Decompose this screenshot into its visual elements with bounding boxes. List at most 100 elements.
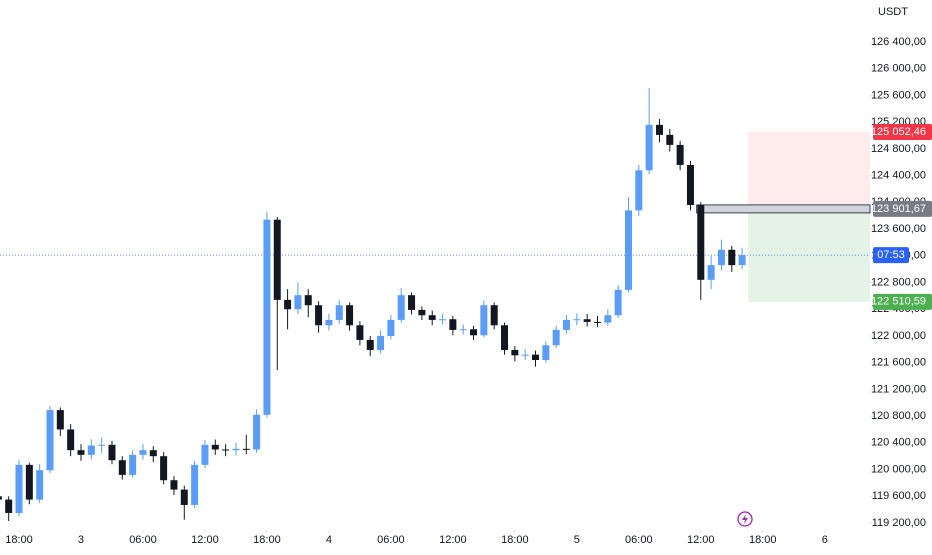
candle-body — [439, 319, 447, 321]
candle-body — [191, 464, 199, 505]
y-tick-label: 121 600,00 — [871, 357, 926, 369]
candle-body — [614, 289, 622, 316]
candle-body — [56, 410, 64, 430]
candle-body — [304, 295, 312, 306]
candle-body — [294, 295, 302, 310]
candle-body — [284, 299, 292, 310]
candle-body — [738, 255, 746, 266]
candle-body — [655, 124, 663, 135]
y-tick-label: 124 800,00 — [871, 143, 926, 155]
candle-body — [408, 295, 416, 310]
candle-body — [521, 354, 529, 356]
x-tick-label: 12:00 — [687, 534, 715, 546]
candle-body — [98, 444, 106, 446]
candle-body — [573, 319, 581, 321]
candle-body — [501, 325, 509, 350]
candle-body — [25, 464, 33, 500]
candle-body — [222, 449, 230, 451]
price-badge-label: 125 052,46 — [871, 126, 926, 138]
candle-body — [707, 265, 715, 280]
candle-body — [242, 448, 250, 450]
candle-body — [273, 219, 281, 300]
candle-body — [129, 454, 137, 475]
y-tick-label: 125 600,00 — [871, 89, 926, 101]
candle-body — [635, 170, 643, 211]
candle-body — [676, 144, 684, 165]
countdown-badge — [873, 247, 909, 264]
y-tick-label: 126 400,00 — [871, 36, 926, 48]
y-tick-label: 119 600,00 — [872, 490, 926, 502]
candle-body — [180, 489, 188, 505]
x-tick-label: 18:00 — [5, 534, 33, 546]
entry-band — [696, 204, 871, 214]
candle-body — [583, 319, 591, 322]
candle-body — [87, 445, 95, 455]
candle-body — [46, 410, 54, 471]
x-tick-label: 4 — [326, 534, 332, 546]
x-tick-label: 6 — [822, 534, 828, 546]
candle-body — [666, 134, 674, 145]
price-badge-label: 123 901,67 — [871, 203, 926, 215]
axis-label: USDT — [878, 6, 908, 18]
candle-body — [480, 305, 488, 336]
y-tick-label: 126 000,00 — [871, 63, 926, 75]
candle-body — [139, 450, 147, 455]
x-tick-label: 12:00 — [439, 534, 467, 546]
y-tick-label: 122 800,00 — [871, 276, 926, 288]
candle-body — [449, 319, 457, 330]
x-tick-label: 18:00 — [253, 534, 281, 546]
candle-body — [728, 249, 736, 266]
candle-body — [232, 448, 240, 451]
candle-body — [624, 210, 632, 290]
candle-body — [428, 315, 436, 320]
x-tick-label: 06:00 — [129, 534, 157, 546]
candle-body — [387, 319, 395, 336]
candle-body — [201, 444, 209, 465]
candle-body — [108, 444, 116, 461]
x-tick-label: 06:00 — [377, 534, 405, 546]
candle-body — [315, 305, 323, 326]
y-tick-label: 120 000,00 — [871, 463, 926, 475]
stop-zone — [748, 132, 870, 209]
candle-body — [418, 309, 426, 316]
countdown-label: 07:53 — [877, 249, 905, 261]
candle-body — [211, 444, 219, 450]
y-tick-label: 121 200,00 — [871, 383, 926, 395]
y-tick-label: 120 800,00 — [871, 410, 926, 422]
candle-body — [563, 319, 571, 330]
candle-body — [366, 339, 374, 350]
candle-body — [377, 335, 385, 350]
candle-body — [511, 349, 519, 356]
candle-body — [36, 470, 44, 500]
price-badge — [873, 293, 932, 310]
candle-body — [253, 414, 261, 450]
candle-body — [593, 321, 601, 323]
candle-body — [160, 456, 168, 481]
candle-body — [645, 124, 653, 171]
candle-body — [552, 329, 560, 346]
candle-body — [0, 496, 2, 500]
candle-body — [149, 450, 157, 457]
candle-body — [697, 205, 705, 280]
candle-body — [717, 249, 725, 266]
candle-body — [263, 219, 271, 415]
candle-body — [15, 464, 23, 513]
candle-body — [325, 319, 333, 326]
x-tick-label: 5 — [574, 534, 580, 546]
candle-body — [397, 295, 405, 320]
candle-body — [490, 305, 498, 326]
candle-body — [335, 305, 343, 320]
x-tick-label: 12:00 — [191, 534, 219, 546]
price-badge-label: 122 510,59 — [871, 296, 926, 308]
candle-body — [532, 354, 540, 360]
candle-body — [346, 305, 354, 326]
candle-body — [459, 329, 467, 331]
y-tick-label: 122 000,00 — [871, 330, 926, 342]
candle-body — [470, 329, 478, 336]
candle-body — [5, 499, 13, 513]
target-zone — [748, 208, 870, 302]
price-badge — [873, 124, 932, 141]
candle-body — [77, 450, 85, 455]
